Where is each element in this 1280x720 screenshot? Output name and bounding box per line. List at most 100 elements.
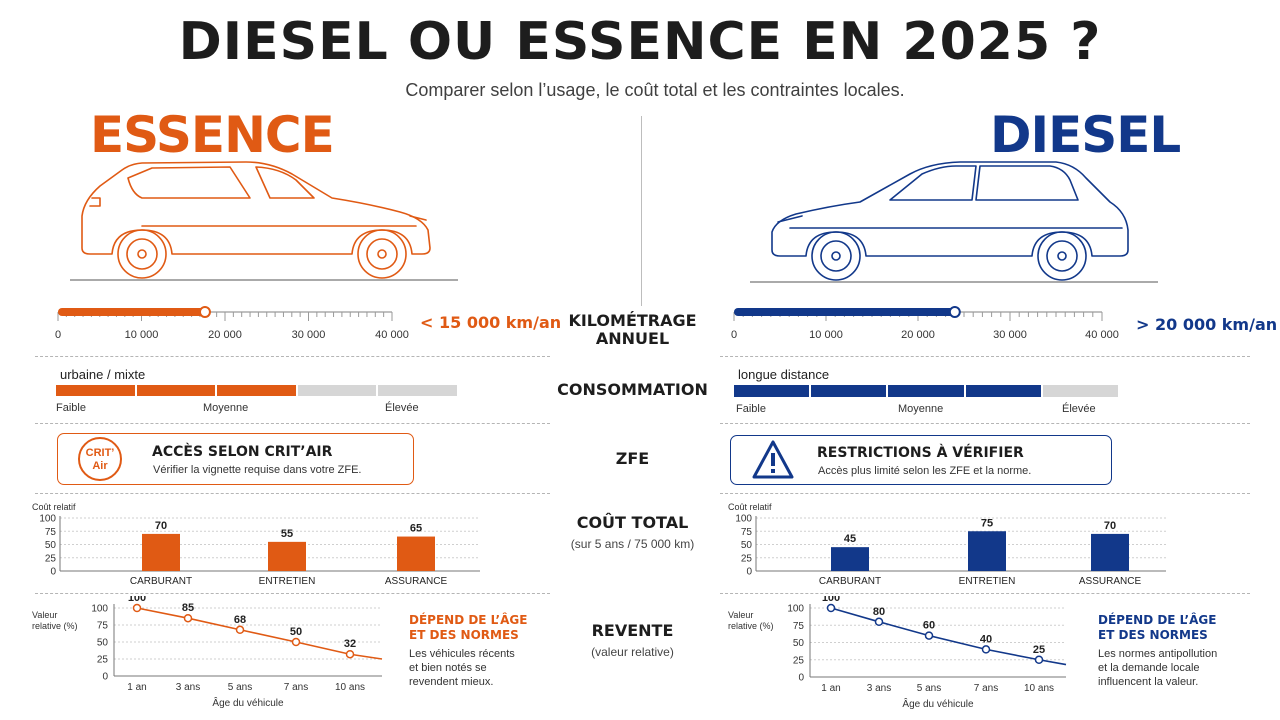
consumption-segment [217, 385, 296, 396]
cost-tick-label: 0 [746, 567, 752, 578]
essence-level-low: Faible [56, 402, 86, 414]
note-text-line: revendent mieux. [409, 676, 494, 688]
resale-point [183, 613, 193, 623]
km-tick-label: 0 [731, 329, 737, 341]
cost-tick-label: 100 [39, 514, 56, 525]
resale-value-label: 80 [873, 606, 885, 618]
resale-x-tick-label: 7 ans [284, 682, 308, 693]
cost-bar [831, 547, 869, 571]
page-subtitle: Comparer selon l’usage, le coût total et… [405, 80, 905, 100]
critair-badge-line2: Air [92, 460, 108, 472]
essence-zfe-card: CRIT’ Air ACCÈS SELON CRIT’AIR Vérifier … [57, 433, 414, 485]
cost-category-label: ASSURANCE [385, 576, 448, 587]
diesel-heading: DIESEL [990, 106, 1181, 164]
row-separator [35, 593, 550, 594]
cost-bar [268, 541, 306, 571]
resale-tick-label: 75 [793, 621, 805, 632]
row-separator [35, 356, 550, 357]
essence-resale-note-text: Les véhicules récents et bien notés se r… [409, 647, 515, 689]
km-fill-bar [734, 308, 955, 316]
diesel-zfe-card: RESTRICTIONS À VÉRIFIER Accès plus limit… [730, 435, 1112, 485]
resale-value-label: 68 [234, 614, 246, 626]
diesel-zfe-title: RESTRICTIONS À VÉRIFIER [817, 445, 1024, 461]
resale-line [830, 607, 1067, 666]
essence-level-medium: Moyenne [203, 402, 249, 414]
essence-zfe-title: ACCÈS SELON CRIT’AIR [152, 444, 333, 460]
km-tick-label: 20 000 [208, 329, 242, 341]
cout-total-sub: (sur 5 ans / 75 000 km) [570, 537, 695, 551]
resale-axis-label: relative (%) [32, 621, 78, 631]
consumption-segment [734, 385, 810, 397]
cost-tick-label: 75 [45, 527, 57, 538]
essence-resale-note-title: DÉPEND DE L’ÂGE ET DES NORMES [409, 613, 527, 643]
note-text-line: et la demande locale [1098, 662, 1200, 674]
resale-value-label: 25 [1033, 644, 1045, 656]
essence-km-scale: 0 10 000 20 000 30 000 40 000 [55, 306, 409, 341]
row-separator [720, 593, 1250, 594]
consumption-segment [811, 385, 887, 397]
diesel-km-value: > 20 000 km/an [1136, 315, 1278, 334]
note-title-line: DÉPEND DE L’ÂGE [409, 613, 528, 627]
diesel-consumption-label: longue distance [738, 367, 830, 382]
diesel-level-medium: Moyenne [898, 403, 944, 415]
resale-point [924, 631, 934, 640]
note-text-line: Les normes antipollution [1098, 648, 1218, 660]
cost-value-label: 70 [155, 520, 167, 532]
resale-point [981, 645, 991, 654]
resale-x-tick-label: 10 ans [1024, 683, 1054, 694]
note-text-line: Les véhicules récents [409, 648, 515, 660]
cost-tick-label: 25 [45, 553, 57, 564]
cost-bar [142, 533, 180, 571]
km-tick-label: 10 000 [125, 329, 159, 341]
resale-point [132, 603, 142, 613]
cost-category-label: ENTRETIEN [959, 576, 1016, 587]
consumption-segment [1042, 385, 1119, 397]
km-handle [198, 306, 211, 318]
essence-zfe-desc: Vérifier la vignette requise dans votre … [153, 464, 362, 476]
km-tick-label: 30 000 [292, 329, 326, 341]
km-tick-label: 30 000 [993, 329, 1027, 341]
resale-tick-label: 0 [102, 672, 108, 683]
diesel-consumption-gauge [734, 385, 1119, 397]
cost-axis-label: Coût relatif [728, 502, 772, 512]
essence-heading: ESSENCE [90, 106, 335, 164]
note-text-line: influencent la valeur. [1098, 676, 1199, 688]
critair-badge-icon: CRIT’ Air [78, 437, 122, 481]
cost-value-label: 75 [981, 517, 993, 529]
resale-tick-label: 75 [97, 621, 109, 632]
resale-point [291, 637, 301, 647]
cost-tick-label: 100 [735, 514, 752, 525]
cost-category-label: ENTRETIEN [259, 576, 316, 587]
resale-line [136, 607, 383, 660]
resale-tick-label: 100 [91, 604, 108, 615]
cost-tick-label: 25 [741, 553, 753, 564]
consumption-segment [888, 385, 964, 397]
resale-x-tick-label: 5 ans [917, 683, 941, 694]
cost-category-label: CARBURANT [819, 576, 881, 587]
revente-label: REVENTE [591, 621, 674, 640]
cost-value-label: 45 [844, 533, 856, 545]
resale-value-label: 100 [128, 596, 146, 604]
resale-point [345, 649, 355, 659]
resale-point [826, 603, 836, 613]
consumption-segment [297, 385, 377, 396]
resale-x-tick-label: 5 ans [228, 682, 252, 693]
zfe-label: ZFE [615, 449, 650, 468]
resale-x-axis-label: Âge du véhicule [212, 696, 284, 709]
km-tick-label: 10 000 [809, 329, 843, 341]
resale-value-label: 100 [822, 596, 840, 604]
resale-point [874, 617, 884, 627]
note-title-line: ET DES NORMES [1098, 628, 1208, 642]
diesel-km-scale: 0 10 000 20 000 30 000 40 000 [731, 306, 1119, 341]
cost-category-label: CARBURANT [130, 576, 192, 587]
resale-axis-label: Valeur [728, 610, 753, 620]
resale-tick-label: 50 [97, 638, 109, 649]
note-title-line: DÉPEND DE L’ÂGE [1098, 613, 1217, 627]
diesel-car-illustration [750, 161, 1158, 283]
resale-x-tick-label: 3 ans [867, 683, 891, 694]
resale-tick-label: 100 [787, 604, 804, 615]
resale-x-tick-label: 7 ans [974, 683, 998, 694]
consumption-segment [378, 385, 457, 396]
row-separator [720, 493, 1250, 494]
warning-icon [752, 440, 794, 479]
